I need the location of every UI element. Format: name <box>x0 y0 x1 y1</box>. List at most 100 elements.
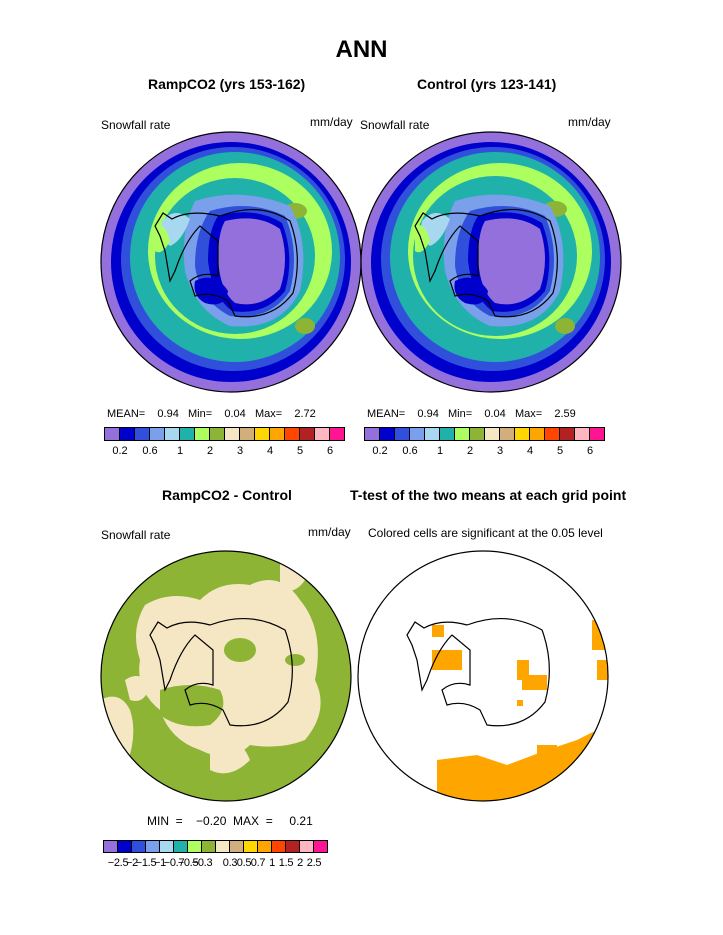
colorbar-swatch <box>187 840 202 853</box>
colorbar-swatch <box>313 840 328 853</box>
colorbar-tick-label: 0.6 <box>142 445 158 457</box>
colorbar-tick-label: 0.6 <box>402 445 418 457</box>
colorbar-tick-label: −0.7 <box>163 857 185 869</box>
colorbar-tick-label: 2 <box>297 857 303 869</box>
ramp-colorbar <box>104 427 345 441</box>
colorbar-swatch <box>209 427 225 441</box>
colorbar-tick-label: 0.2 <box>112 445 128 457</box>
colorbar-swatch <box>117 840 132 853</box>
colorbar-swatch <box>104 427 120 441</box>
colorbar-swatch <box>439 427 455 441</box>
diff-units-label: mm/day <box>308 525 351 539</box>
colorbar-tick-label: 1 <box>436 445 444 457</box>
colorbar-swatch <box>394 427 410 441</box>
colorbar-swatch <box>239 427 255 441</box>
colorbar-swatch <box>179 427 195 441</box>
colorbar-tick-label: −1.5 <box>135 857 157 869</box>
colorbar-swatch <box>159 840 174 853</box>
colorbar-tick-label: −1 <box>154 857 166 869</box>
main-title: ANN <box>335 36 388 63</box>
colorbar-swatch <box>131 840 146 853</box>
colorbar-swatch <box>224 427 240 441</box>
colorbar-swatch <box>257 840 272 853</box>
colorbar-swatch <box>271 840 286 853</box>
colorbar-swatch <box>424 427 440 441</box>
colorbar-swatch <box>119 427 135 441</box>
colorbar-swatch <box>529 427 545 441</box>
colorbar-swatch <box>364 427 380 441</box>
colorbar-tick-label: 0.7 <box>250 857 266 869</box>
colorbar-swatch <box>499 427 515 441</box>
control-variable-label: Snowfall rate <box>360 118 430 132</box>
diff-colorbar-labels: −2.5 −2 −1.5 −1 −0.7 −0.5 −0.3 0.3 0.5 0… <box>104 857 344 871</box>
colorbar-swatch <box>544 427 560 441</box>
colorbar-swatch <box>103 840 118 853</box>
colorbar-swatch <box>269 427 285 441</box>
ramp-variable-label: Snowfall rate <box>101 118 171 132</box>
colorbar-swatch <box>173 840 188 853</box>
colorbar-tick-label: 4 <box>266 445 274 457</box>
colorbar-tick-label: −2.5 <box>107 857 129 869</box>
colorbar-tick-label: 2.5 <box>306 857 322 869</box>
colorbar-tick-label: −0.5 <box>177 857 199 869</box>
difference-map <box>100 550 352 802</box>
colorbar-swatch <box>284 427 300 441</box>
colorbar-swatch <box>299 427 315 441</box>
colorbar-swatch <box>484 427 500 441</box>
colorbar-swatch <box>149 427 165 441</box>
colorbar-tick-label: 2 <box>206 445 214 457</box>
colorbar-swatch <box>469 427 485 441</box>
colorbar-swatch <box>134 427 150 441</box>
colorbar-swatch <box>514 427 530 441</box>
colorbar-tick-label: 5 <box>296 445 304 457</box>
ttest-panel-title: T-test of the two means at each grid poi… <box>350 487 627 503</box>
colorbar-swatch <box>201 840 216 853</box>
colorbar-swatch <box>243 840 258 853</box>
colorbar-tick-label: 6 <box>326 445 334 457</box>
colorbar-swatch <box>285 840 300 853</box>
colorbar-swatch <box>379 427 395 441</box>
colorbar-swatch <box>409 427 425 441</box>
control-snowfall-map <box>360 131 622 393</box>
colorbar-swatch <box>299 840 314 853</box>
ramp-panel-title: RampCO2 (yrs 153-162) <box>148 76 306 92</box>
colorbar-tick-label: 3 <box>236 445 244 457</box>
ramp-stats: MEAN= 0.94 Min= 0.04 Max= 2.72 <box>107 408 316 420</box>
diff-panel-title: RampCO2 - Control <box>162 487 292 503</box>
colorbar-tick-label: 0.2 <box>372 445 388 457</box>
colorbar-swatch <box>229 840 244 853</box>
control-units-label: mm/day <box>568 115 611 129</box>
colorbar-tick-label: 4 <box>526 445 534 457</box>
colorbar-tick-label: −0.3 <box>191 857 213 869</box>
colorbar-swatch <box>164 427 180 441</box>
colorbar-swatch <box>215 840 230 853</box>
colorbar-swatch <box>329 427 345 441</box>
colorbar-swatch <box>454 427 470 441</box>
control-stats: MEAN= 0.94 Min= 0.04 Max= 2.59 <box>367 408 576 420</box>
control-panel-title: Control (yrs 123-141) <box>417 76 557 92</box>
colorbar-tick-label: 2 <box>466 445 474 457</box>
colorbar-tick-label: 1 <box>269 857 275 869</box>
colorbar-tick-label: 0.5 <box>236 857 252 869</box>
ramp-units-label: mm/day <box>310 115 353 129</box>
colorbar-swatch <box>145 840 160 853</box>
colorbar-tick-label: 1.5 <box>278 857 294 869</box>
colorbar-tick-label: 1 <box>176 445 184 457</box>
colorbar-tick-label: 6 <box>586 445 594 457</box>
colorbar-swatch <box>589 427 605 441</box>
colorbar-swatch <box>194 427 210 441</box>
control-colorbar <box>364 427 605 441</box>
colorbar-swatch <box>574 427 590 441</box>
control-colorbar-labels: 0.2 0.6 1 2 3 4 5 6 <box>365 445 605 459</box>
ttest-significance-map <box>357 550 609 802</box>
colorbar-tick-label: 0.3 <box>222 857 238 869</box>
colorbar-swatch <box>254 427 270 441</box>
colorbar-tick-label: 5 <box>556 445 564 457</box>
colorbar-tick-label: −2 <box>126 857 138 869</box>
colorbar-swatch <box>559 427 575 441</box>
colorbar-swatch <box>314 427 330 441</box>
ramp-snowfall-map <box>100 131 362 393</box>
diff-variable-label: Snowfall rate <box>101 528 171 542</box>
colorbar-tick-label: 3 <box>496 445 504 457</box>
diff-colorbar <box>103 840 328 853</box>
